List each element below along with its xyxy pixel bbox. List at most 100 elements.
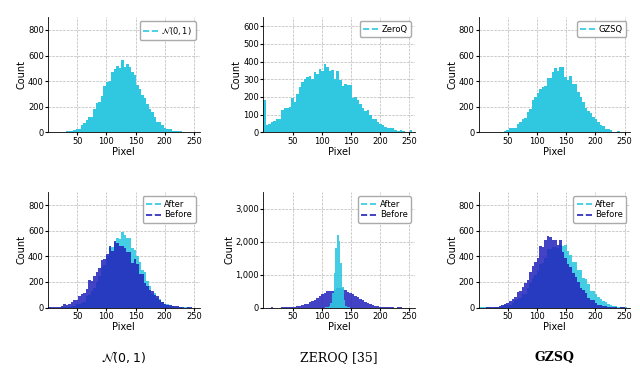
Bar [529, 109, 532, 133]
Bar [524, 118, 527, 133]
Bar [519, 291, 522, 308]
Bar [304, 79, 306, 133]
Bar [164, 304, 166, 308]
Bar [332, 70, 334, 133]
Bar [494, 307, 497, 308]
Y-axis label: Count: Count [17, 60, 27, 89]
Bar [532, 278, 534, 308]
Bar [169, 129, 172, 133]
Bar [387, 128, 389, 133]
Bar [154, 296, 156, 308]
Bar [308, 303, 311, 308]
Bar [509, 305, 511, 308]
Bar [56, 307, 58, 308]
X-axis label: Pixel: Pixel [543, 147, 566, 157]
Bar [339, 288, 342, 308]
Bar [570, 267, 572, 308]
Bar [570, 76, 572, 133]
Bar [332, 291, 334, 308]
Legend: GZSQ: GZSQ [577, 21, 626, 37]
Bar [83, 123, 86, 133]
Bar [299, 306, 301, 308]
Bar [281, 110, 284, 133]
Bar [104, 86, 106, 133]
Bar [121, 60, 124, 133]
Bar [139, 262, 141, 308]
Bar [494, 307, 497, 308]
Bar [141, 270, 144, 308]
Bar [501, 304, 504, 308]
Bar [78, 296, 81, 308]
Bar [349, 85, 351, 133]
Bar [506, 130, 509, 133]
Bar [615, 307, 618, 308]
Bar [377, 306, 380, 308]
Bar [156, 298, 159, 308]
Bar [289, 107, 291, 133]
Bar [359, 104, 362, 133]
Bar [564, 258, 567, 308]
Bar [337, 235, 339, 308]
Bar [63, 132, 66, 133]
Bar [141, 95, 144, 133]
Bar [516, 299, 519, 308]
Bar [380, 124, 382, 133]
Bar [121, 246, 124, 308]
Bar [124, 235, 126, 308]
Bar [99, 102, 101, 133]
Bar [340, 263, 342, 308]
Bar [587, 111, 589, 133]
Bar [179, 131, 182, 133]
Bar [584, 293, 587, 308]
Bar [380, 307, 382, 308]
Bar [501, 306, 504, 308]
Bar [76, 300, 78, 308]
Bar [332, 293, 333, 308]
Bar [623, 307, 625, 308]
Bar [497, 307, 499, 308]
Bar [147, 281, 149, 308]
Bar [532, 266, 534, 308]
Bar [326, 291, 329, 308]
Bar [88, 117, 91, 133]
Bar [610, 130, 612, 133]
Bar [86, 296, 88, 308]
Bar [273, 121, 276, 133]
Bar [554, 68, 557, 133]
Bar [136, 264, 139, 308]
Bar [118, 68, 121, 133]
Bar [580, 288, 582, 308]
Bar [595, 119, 597, 133]
Bar [382, 125, 385, 133]
Bar [144, 98, 147, 133]
Bar [516, 124, 519, 133]
Bar [101, 267, 104, 308]
Bar [501, 131, 504, 133]
Bar [124, 67, 126, 133]
Bar [334, 79, 337, 133]
Bar [306, 77, 308, 133]
Bar [372, 118, 374, 133]
Bar [589, 300, 592, 308]
Bar [537, 94, 540, 133]
Bar [514, 297, 516, 308]
Bar [504, 306, 506, 308]
Bar [575, 277, 577, 308]
Bar [99, 275, 101, 308]
Bar [522, 294, 524, 308]
Bar [534, 275, 537, 308]
Bar [602, 126, 605, 133]
Bar [76, 129, 78, 133]
Legend: ZeroQ: ZeroQ [360, 21, 411, 37]
Bar [109, 249, 111, 308]
Bar [48, 307, 51, 308]
Bar [321, 71, 324, 133]
Bar [86, 288, 88, 308]
Bar [91, 281, 93, 308]
Bar [63, 304, 66, 308]
Bar [174, 131, 177, 133]
Bar [129, 67, 131, 133]
Bar [76, 304, 78, 308]
Bar [301, 305, 304, 308]
Bar [511, 303, 514, 308]
